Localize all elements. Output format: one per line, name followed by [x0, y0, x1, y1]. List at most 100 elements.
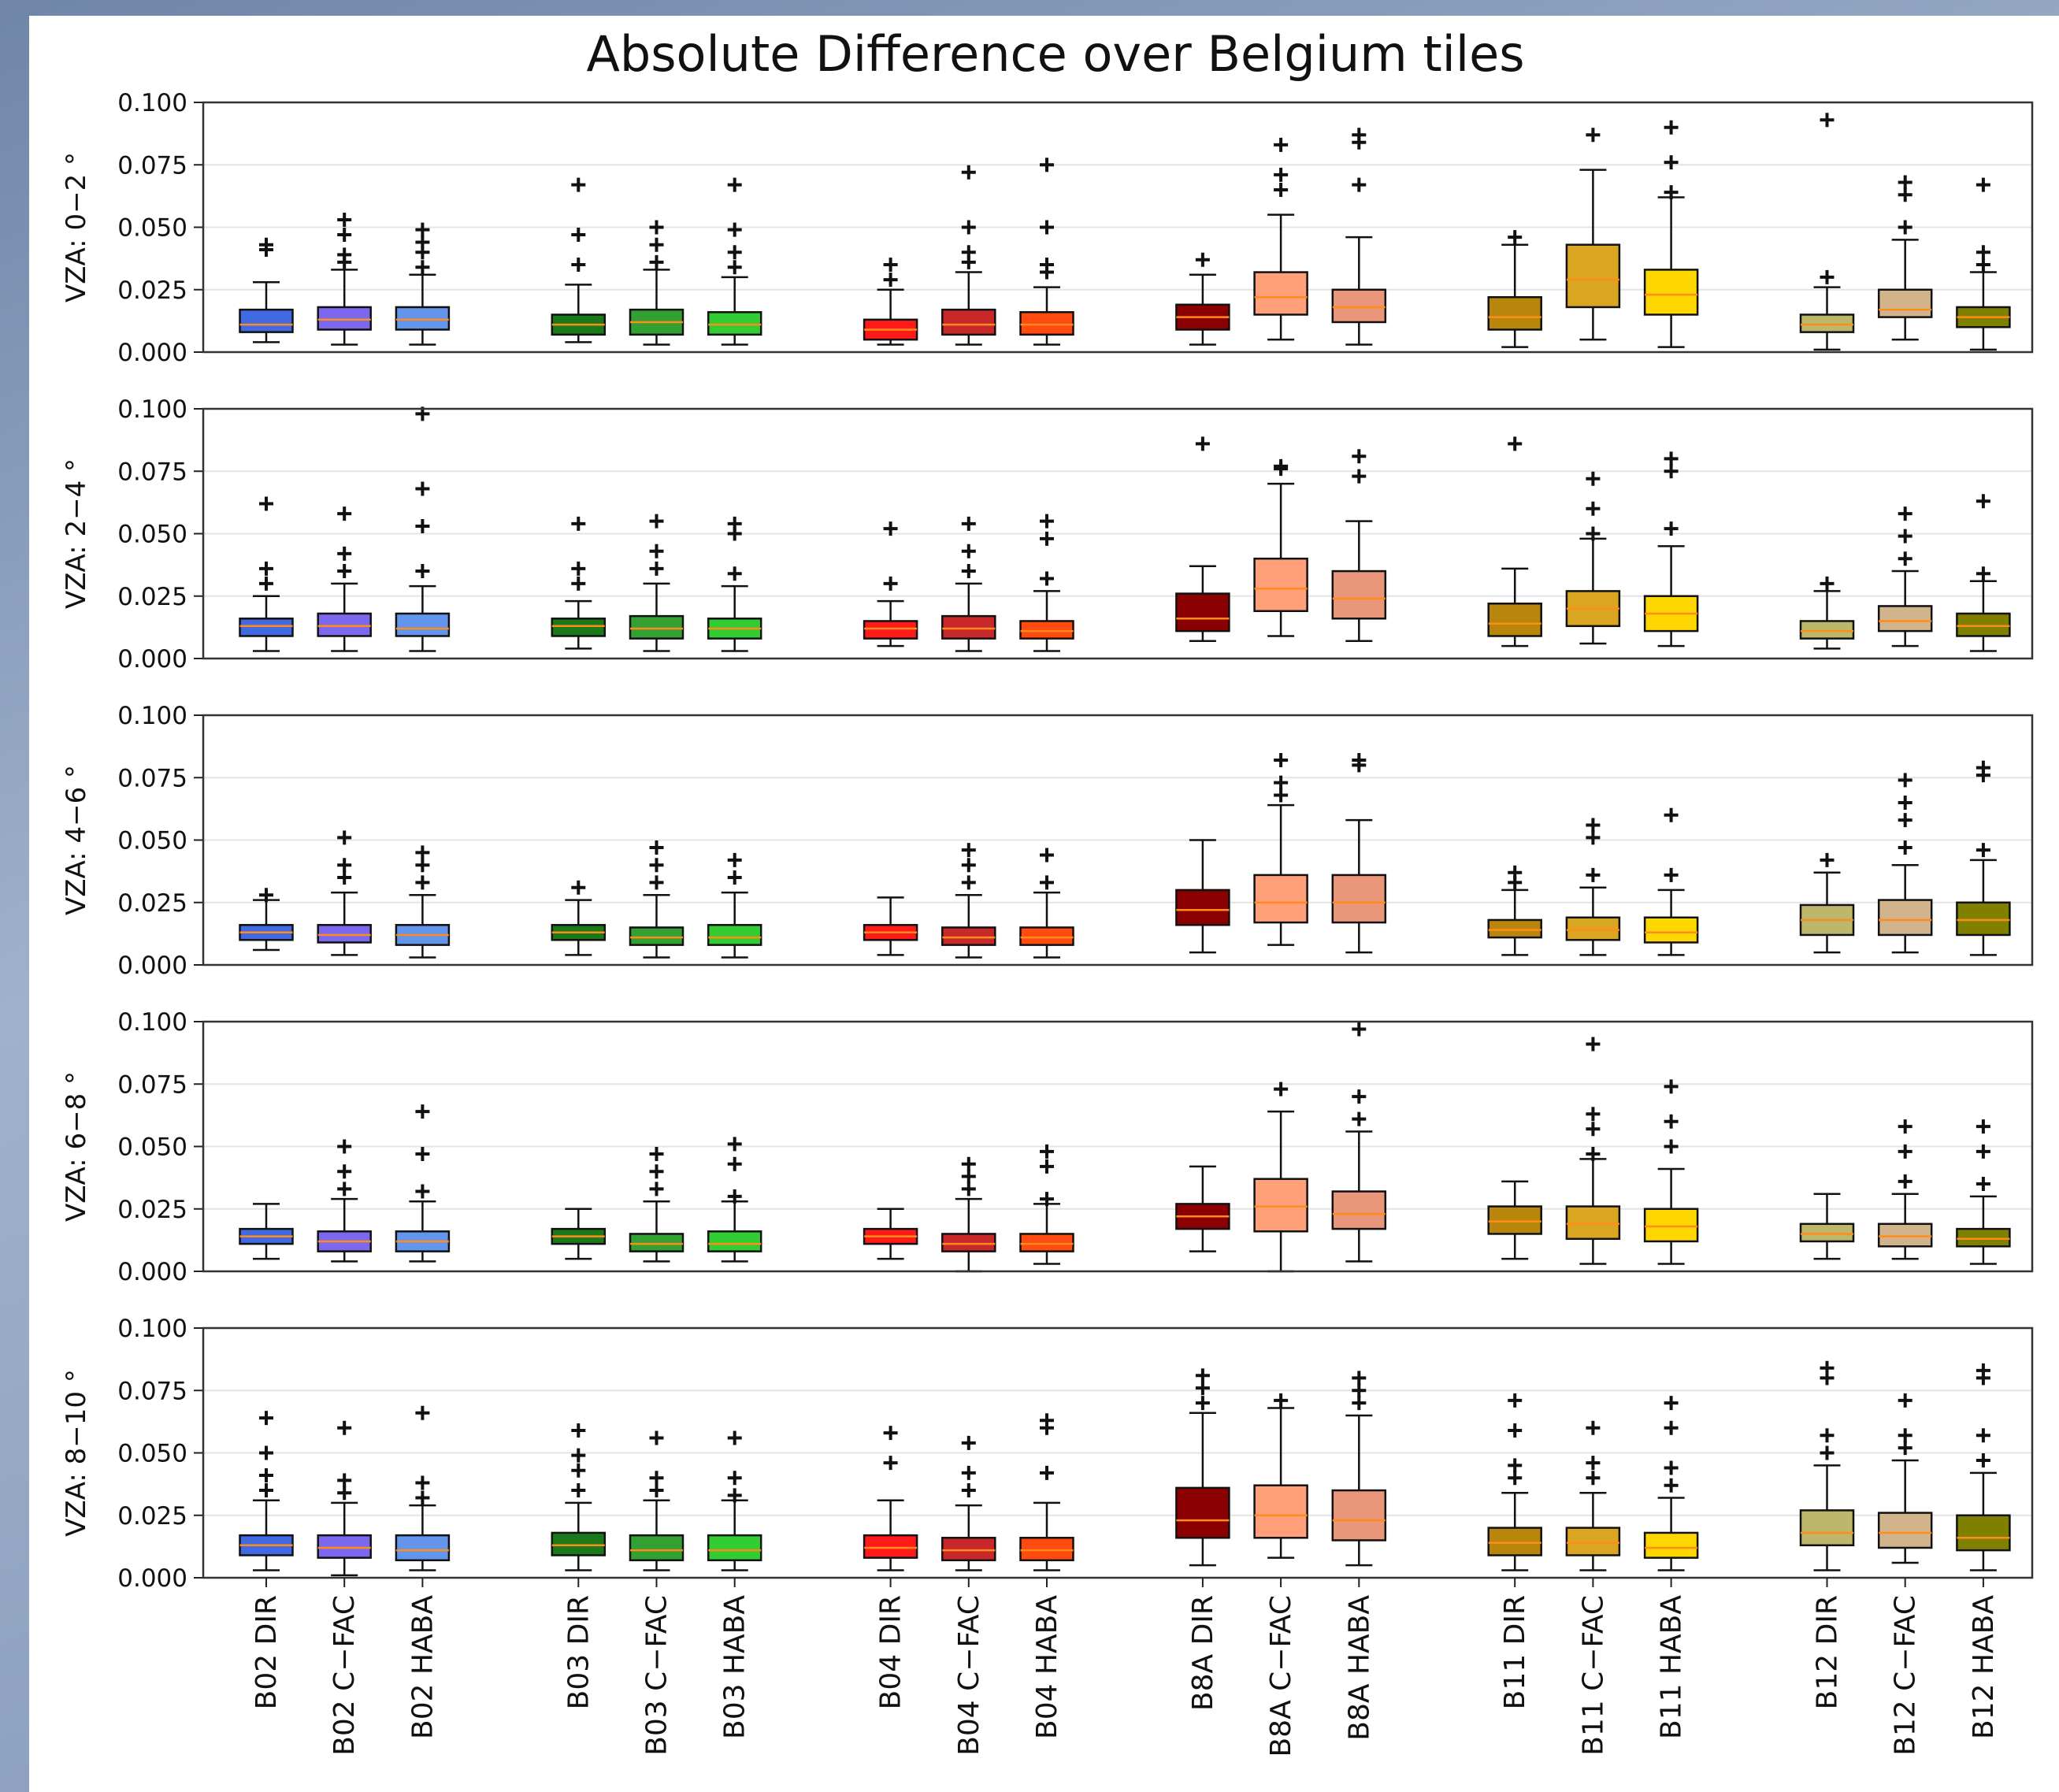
outlier [337, 1486, 352, 1501]
box [629, 1233, 684, 1252]
box [1877, 605, 1933, 633]
outlier [1352, 1383, 1367, 1398]
box [1487, 1527, 1542, 1556]
y-tick-label: 0.050 [117, 1133, 187, 1162]
outlier [259, 237, 273, 252]
outlier [649, 1182, 664, 1197]
outlier [883, 273, 898, 288]
outlier [1586, 128, 1601, 143]
outlier [1664, 521, 1679, 536]
chart-background [29, 16, 2059, 1792]
box [1253, 557, 1308, 613]
outlier [1664, 1396, 1679, 1411]
y-axis-label: VZA: 4−6 ° [61, 765, 92, 915]
y-tick-label: 0.000 [117, 339, 187, 367]
y-tick-label: 0.000 [117, 1564, 187, 1593]
outlier [1508, 865, 1523, 880]
outlier [961, 1156, 976, 1171]
outlier [337, 1139, 352, 1154]
outlier [1664, 1114, 1679, 1129]
outlier [337, 1182, 352, 1197]
box [395, 1534, 451, 1562]
y-tick-label: 0.000 [117, 645, 187, 673]
y-tick-label: 0.100 [117, 1008, 187, 1037]
outlier [1508, 1393, 1523, 1408]
outlier [415, 1147, 430, 1162]
outlier [727, 245, 742, 260]
box [1331, 874, 1387, 924]
y-axis-label: VZA: 2−4 ° [61, 458, 92, 609]
x-tick-label: B02 C−FAC [328, 1595, 361, 1756]
box [1253, 874, 1308, 924]
outlier [1976, 1119, 1990, 1134]
y-tick-label: 0.075 [117, 1377, 187, 1405]
outlier [1898, 551, 1912, 566]
outlier [337, 506, 352, 521]
outlier [1352, 469, 1367, 484]
outlier [415, 222, 430, 237]
y-tick-label: 0.100 [117, 395, 187, 424]
outlier [571, 516, 586, 531]
outlier [961, 858, 976, 873]
outlier [1040, 1192, 1054, 1207]
y-tick-label: 0.075 [117, 764, 187, 792]
outlier [649, 1147, 664, 1162]
outlier [649, 858, 664, 873]
outlier [727, 260, 742, 275]
box [1487, 603, 1542, 637]
outlier [649, 1430, 664, 1445]
outlier [1274, 1082, 1289, 1096]
box [629, 614, 684, 640]
outlier [1586, 867, 1601, 882]
box [863, 1534, 918, 1559]
outlier [1274, 182, 1289, 197]
outlier [1040, 220, 1054, 235]
outlier [1040, 1413, 1054, 1428]
box [1487, 296, 1542, 331]
outlier [571, 258, 586, 273]
box [395, 612, 451, 637]
outlier [259, 1411, 273, 1426]
box [239, 308, 294, 333]
y-tick-label: 0.050 [117, 1440, 187, 1468]
outlier [1898, 1119, 1912, 1134]
outlier [415, 1475, 430, 1490]
outlier [1040, 514, 1054, 529]
outlier [259, 1445, 273, 1460]
box [1877, 899, 1933, 937]
x-tick-label: B8A HABA [1343, 1595, 1375, 1741]
outlier [1898, 1428, 1912, 1443]
outlier [415, 518, 430, 533]
outlier [1508, 1471, 1523, 1486]
box [1799, 1509, 1855, 1547]
outlier [961, 564, 976, 579]
outlier [1976, 566, 1990, 581]
outlier [415, 845, 430, 860]
outlier [571, 1448, 586, 1463]
outlier [571, 880, 586, 895]
outlier [1040, 848, 1054, 863]
outlier [1508, 436, 1523, 451]
outlier [1586, 830, 1601, 845]
y-tick-label: 0.025 [117, 583, 187, 611]
outlier [415, 235, 430, 250]
outlier [961, 516, 976, 531]
box [941, 1233, 996, 1252]
x-tick-label: B03 HABA [719, 1595, 751, 1739]
outlier [1976, 1177, 1990, 1192]
outlier [1898, 773, 1912, 788]
outlier [649, 840, 664, 855]
outlier [1508, 1458, 1523, 1473]
outlier [1040, 571, 1054, 586]
box [1175, 889, 1230, 926]
box [1956, 901, 2011, 937]
x-tick-label: B03 C−FAC [641, 1595, 673, 1756]
outlier [1976, 177, 1990, 192]
plot-frame [202, 407, 2034, 660]
outlier [1898, 506, 1912, 521]
outlier [649, 1483, 664, 1498]
y-axis-label: VZA: 6−8 ° [61, 1071, 92, 1222]
outlier [1976, 1363, 1990, 1378]
y-tick-label: 0.050 [117, 214, 187, 243]
